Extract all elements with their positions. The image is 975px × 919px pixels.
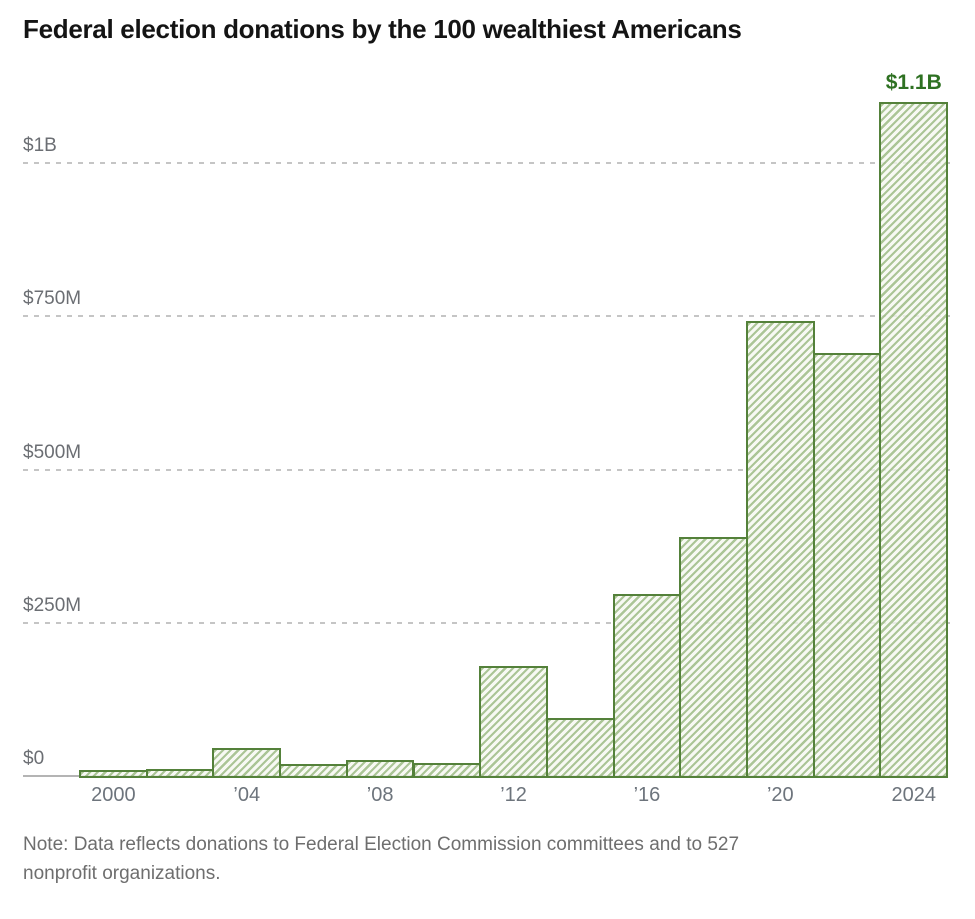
bar-2018 [679, 536, 748, 778]
bar-2004 [212, 747, 282, 778]
gridline-1000m [23, 162, 950, 164]
gridline-250m [23, 621, 950, 624]
bar-2002 [145, 769, 215, 778]
gridline-750m [23, 315, 950, 318]
x-axis-label-2004: ’04 [233, 784, 261, 806]
max-value-annotation: $1.1B [885, 70, 942, 94]
bar-2006 [279, 763, 348, 778]
bar-2020 [746, 321, 815, 778]
bar-2000 [79, 770, 148, 778]
bar-2010 [412, 762, 482, 778]
y-axis-label-500m: $500M [23, 441, 82, 463]
y-axis-label-1000m: $1B [23, 135, 57, 156]
x-axis-label-2000: 2000 [91, 784, 136, 806]
y-axis-label-250m: $250M [23, 594, 82, 616]
x-axis-label-2016: ’16 [633, 784, 661, 806]
x-axis-label-2024: 2024 [891, 784, 937, 806]
bar-2012 [479, 665, 548, 778]
x-axis-label-2020: ’20 [766, 784, 794, 806]
gridline-500m [23, 468, 950, 471]
y-axis-label-750m: $750M [23, 288, 82, 310]
bar-2008 [345, 760, 415, 778]
chart-note: Note: Data reflects donations to Federal… [23, 834, 740, 884]
bar-2016 [612, 593, 682, 778]
bar-2014 [545, 717, 615, 778]
bar-2024 [879, 101, 949, 778]
chart-title: Federal election donations by the 100 we… [23, 14, 742, 44]
x-axis-label-2008: ’08 [366, 784, 394, 806]
bar-2022 [812, 353, 882, 778]
x-axis-label-2012: ’12 [500, 784, 527, 806]
y-axis-label-0m: $0 [23, 748, 45, 769]
